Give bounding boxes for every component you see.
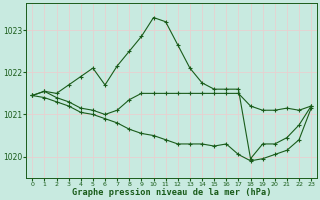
X-axis label: Graphe pression niveau de la mer (hPa): Graphe pression niveau de la mer (hPa)	[72, 188, 271, 197]
